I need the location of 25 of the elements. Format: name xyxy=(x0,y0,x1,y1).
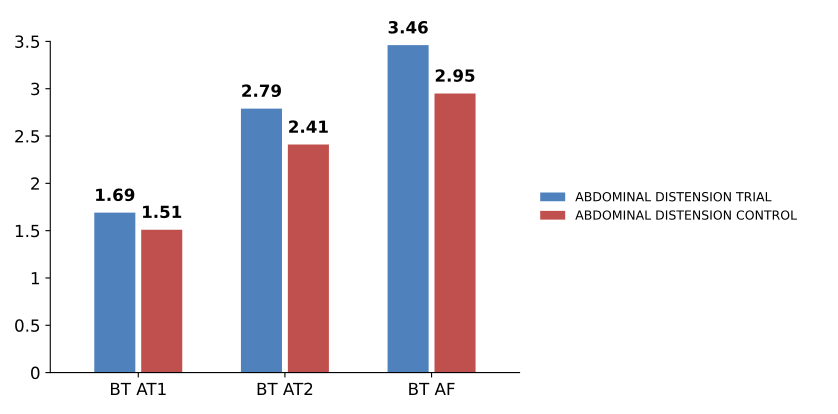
x-tick-label: BT AT2 xyxy=(258,382,312,395)
y-tick-label: 2.5 xyxy=(15,130,40,143)
bar xyxy=(434,93,476,373)
legend-label: ABDOMINAL DISTENSION CONTROL xyxy=(575,210,797,220)
bar xyxy=(94,212,136,373)
data-label: 3.46 xyxy=(388,21,428,34)
bar xyxy=(288,144,329,373)
y-tick-label: 1 xyxy=(32,272,40,284)
bar xyxy=(141,230,182,373)
y-tick-label: 0 xyxy=(31,366,40,380)
data-label: 2.95 xyxy=(436,69,474,82)
y-tick-label: 2 xyxy=(31,177,39,190)
x-tick-label: BT AT1 xyxy=(111,382,166,395)
data-label: 2.41 xyxy=(289,120,328,133)
data-label: 1.69 xyxy=(96,188,134,202)
data-label: 1.51 xyxy=(143,206,182,218)
bar xyxy=(388,45,429,373)
y-tick-label: 3 xyxy=(31,82,40,96)
x-tick-label: BT AF xyxy=(409,382,455,395)
data-label: 2.79 xyxy=(242,84,281,98)
y-tick-label: 0.5 xyxy=(15,319,40,332)
legend-label: ABDOMINAL DISTENSION TRIAL xyxy=(575,192,772,202)
y-tick-label: 1.5 xyxy=(16,224,40,238)
bar xyxy=(240,108,282,373)
y-tick-label: 3.5 xyxy=(15,35,40,48)
